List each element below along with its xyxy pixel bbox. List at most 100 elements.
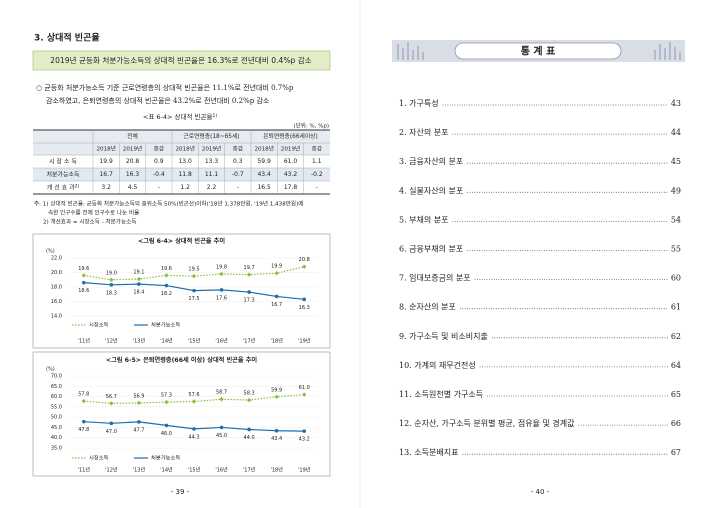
point [164,423,169,428]
y-tick-label: 22.0 [51,256,62,262]
table-cell: 17.8 [284,184,298,191]
charts: <그림 6-4> 상대적 빈곤율 추이 (%) 14.0 16.0 18.0 20.0 22… [32,233,331,477]
toc-page: 64 [671,361,681,370]
y-tick-label: 16.0 [51,299,62,305]
table-cell: 11.8 [178,171,192,178]
table-cell: 16.7 [99,171,113,178]
value-label: 43.4 [271,436,282,442]
toc-page: 43 [671,99,681,108]
y-tick-label: 45.0 [51,425,62,431]
point [81,419,86,424]
table-cell: - [158,184,160,191]
point [219,425,224,430]
value-label: 19.6 [78,266,89,272]
point [137,420,141,424]
value-label: 47.7 [133,427,144,433]
legend-label: 시장소득 [89,455,109,462]
value-label: 16.7 [271,302,282,308]
point [274,271,279,276]
point [109,401,114,406]
value-label: 19.5 [188,267,199,273]
x-tick-label: '11년 [78,467,91,474]
x-tick-label: '12년 [105,467,118,474]
point [164,273,169,278]
y-unit: (%) [46,367,55,373]
point [164,399,169,405]
table-cell: 3.2 [101,184,111,191]
point [274,294,279,299]
column-header: 증감 [154,146,164,153]
value-label: 59.9 [271,387,282,393]
table-cell: -0.4 [153,171,165,178]
value-label: 47.0 [106,429,117,435]
row-label: 개 선 효 과2) [47,183,80,191]
y-tick-label: 70.0 [51,374,62,380]
table-cell: 43.2 [284,171,298,178]
value-label: 47.8 [78,427,89,433]
y-tick-label: 65.0 [51,384,62,390]
value-label: 18.3 [106,290,117,296]
column-header: 증감 [233,146,243,153]
table-cell: - [316,184,318,191]
table-cell: 16.3 [126,171,140,178]
point [136,400,142,406]
x-tick-label: '18년 [270,338,283,345]
toc-label: 1. 가구특성 [399,99,439,108]
point [219,271,224,277]
point [109,421,114,426]
value-label: 43.2 [299,437,310,443]
toc-page: 55 [671,245,681,254]
table-cell: 0.9 [154,158,164,165]
table-cell: -0.7 [232,171,244,178]
column-header: 2018년 [254,145,273,153]
table-cell: 59.9 [257,158,271,165]
value-label: 44.3 [188,434,199,440]
column-header: 2019년 [123,145,142,153]
point [81,273,86,278]
toc-label: 7. 임대보증금의 분포 [399,273,471,283]
x-tick-label: '17년 [243,338,256,345]
table-cell: - [237,184,239,191]
row-label: 시 장 소 득 [49,157,77,165]
table: 전체 근로연령층(18~65세) 은퇴연령층(66세이상) 2018년 2019년 증감 2… [33,129,330,195]
value-label: 19.8 [216,264,227,270]
value-label: 44.0 [244,435,255,441]
value-label: 57.6 [188,392,199,398]
value-label: 17.6 [216,295,227,301]
table-cell: 13.3 [205,158,219,165]
value-label: 46.0 [161,431,172,437]
point [247,427,251,432]
row-label: 처분가능소득 [46,170,80,178]
table-cell: 0.3 [233,158,243,165]
page-number: - 40 - [531,488,550,496]
chart: <그림 6-4> 상대적 빈곤율 추이 (%) 14.0 16.0 18.0 20.0 22… [32,233,331,349]
x-tick-label: '12년 [105,338,118,345]
note: 속한 인구수를 전체 인구수로 나눈 비율 [48,209,139,217]
value-label: 20.8 [299,257,310,263]
value-label: 19.7 [244,265,255,271]
table-cell: 13.0 [178,158,192,165]
summary-box [32,50,331,71]
point [191,273,197,279]
y-tick-label: 35.0 [51,446,62,452]
x-tick-label: '13년 [133,467,146,474]
point [246,397,252,403]
value-label: 19.6 [161,266,172,272]
legend-label: 처분가능소득 [151,321,180,329]
column-group: 전체 [127,132,138,140]
page-number: - 39 - [171,488,190,496]
toc-label: 4. 실물자산의 분포 [399,185,463,195]
point [136,276,142,282]
y-tick-label: 18.0 [51,285,62,291]
x-tick-label: '19년 [298,338,311,345]
chart-frame [32,233,331,349]
table-header-bg [33,130,330,155]
value-label: 19.9 [271,264,282,270]
right-title: 통 계 표 [521,45,556,58]
column-header: 증감 [312,146,322,153]
x-tick-label: '14년 [160,467,173,474]
x-tick-label: '18년 [270,467,283,474]
caption-text: <표 6-4> 상대적 빈곤율 [143,112,213,121]
value-label: 17.3 [244,298,255,304]
